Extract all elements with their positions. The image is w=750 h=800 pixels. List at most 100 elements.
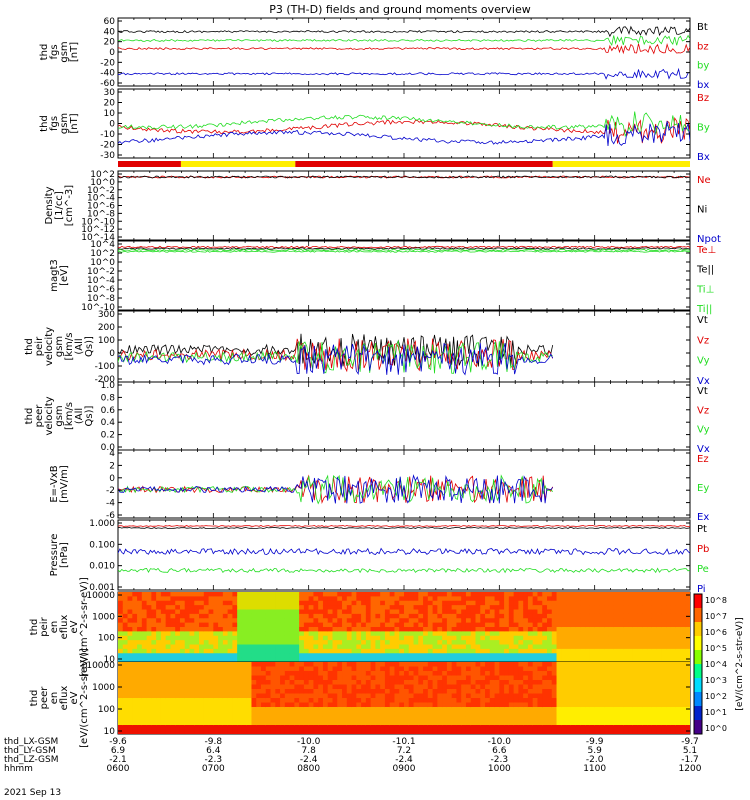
y-tick-label: 0.001 (89, 583, 115, 593)
heatmap-cell (508, 631, 515, 637)
heatmap-cell (413, 711, 419, 717)
heatmap-cell (303, 680, 310, 685)
heatmap-cell (537, 627, 543, 632)
heatmap-cell (389, 622, 395, 628)
heatmap-cell (589, 613, 596, 619)
heatmap-cell (623, 702, 629, 708)
heatmap-cell (246, 729, 252, 734)
heatmap-cell (303, 640, 310, 645)
heatmap-cell (227, 720, 233, 726)
heatmap-cell (222, 640, 229, 645)
heatmap-cell (547, 622, 553, 628)
heatmap-cell (632, 716, 639, 721)
heatmap-cell (651, 684, 658, 690)
heatmap-cell (532, 613, 538, 619)
heatmap-cell (556, 689, 562, 694)
heatmap-cell (561, 613, 567, 619)
heatmap-cell (160, 693, 167, 699)
heatmap-cell (566, 635, 572, 641)
heatmap-cell (475, 711, 481, 717)
y-tick-label: -30 (100, 151, 115, 161)
heatmap-cell (280, 592, 286, 597)
heatmap-cell (570, 653, 577, 659)
heatmap-cell (132, 613, 138, 619)
heatmap-cell (318, 600, 324, 606)
heatmap-cell (346, 627, 353, 632)
heatmap-cell (365, 671, 372, 676)
heatmap-cell (542, 671, 548, 676)
panel-lines (118, 111, 690, 147)
heatmap-cell (365, 648, 372, 654)
heatmap-cell (265, 693, 272, 699)
heatmap-cell (380, 711, 386, 717)
heatmap-cell (456, 671, 462, 676)
heatmap-cell (199, 675, 205, 681)
heatmap-cell (446, 675, 453, 681)
heatmap-cell (151, 711, 157, 717)
heatmap-cell (394, 640, 400, 645)
heatmap-cell (504, 693, 510, 699)
heatmap-cell (580, 666, 586, 672)
heatmap-cell (561, 729, 567, 734)
heatmap-cell (342, 716, 348, 721)
heatmap-cell (284, 648, 291, 654)
heatmap-cell (327, 693, 333, 699)
heatmap-cell (423, 644, 429, 650)
heatmap-cell (489, 684, 496, 690)
heatmap-cell (118, 702, 124, 708)
heatmap-cell (199, 666, 205, 672)
heatmap-cell (218, 657, 224, 662)
heatmap-cell (261, 653, 267, 659)
heatmap-cell (132, 600, 138, 606)
heatmap-cell (137, 653, 143, 659)
heatmap-cell (399, 702, 405, 708)
heatmap-cell (423, 618, 429, 624)
heatmap-cell (651, 711, 658, 717)
heatmap-cell (122, 600, 129, 606)
heatmap-cell (508, 596, 515, 602)
y-tick-label: -2 (106, 486, 115, 496)
heatmap-cell (566, 720, 572, 726)
heatmap-cell (561, 596, 567, 602)
heatmap-cell (408, 702, 415, 708)
heatmap-cell (551, 698, 558, 703)
heatmap-cell (389, 725, 395, 730)
heatmap-cell (670, 648, 677, 654)
heatmap-cell (494, 631, 500, 637)
heatmap-cell (651, 671, 658, 676)
heatmap-cell (556, 635, 562, 641)
heatmap-cell (446, 729, 453, 734)
heatmap-cell (556, 600, 562, 606)
heatmap-cell (251, 662, 257, 667)
heatmap-cell (208, 675, 214, 681)
heatmap-cell (160, 716, 167, 721)
heatmap-cell (670, 729, 677, 734)
heatmap-cell (199, 592, 205, 597)
heatmap-cell (399, 698, 405, 703)
heatmap-cell (523, 707, 529, 712)
heatmap-cell (589, 675, 596, 681)
heatmap-cell (208, 618, 214, 624)
heatmap-cell (327, 684, 333, 690)
heatmap-cell (618, 666, 624, 672)
heatmap-cell (184, 711, 190, 717)
heatmap-cell (270, 609, 276, 615)
heatmap-cell (628, 711, 634, 717)
heatmap-cell (222, 657, 229, 662)
heatmap-cell (513, 720, 519, 726)
heatmap-cell (342, 600, 348, 606)
heatmap-cell (485, 729, 491, 734)
heatmap-cell (604, 702, 610, 708)
heatmap-cell (523, 635, 529, 641)
heatmap-cell (313, 711, 319, 717)
heatmap-cell (604, 622, 610, 628)
heatmap-cell (384, 671, 391, 676)
heatmap-cell (670, 711, 677, 717)
heatmap-cell (122, 635, 129, 641)
legend-entry: Ti|| (696, 304, 712, 315)
heatmap-cell (556, 720, 562, 726)
heatmap-cell (461, 662, 467, 667)
heatmap-cell (156, 675, 162, 681)
heatmap-cell (308, 622, 314, 628)
heatmap-cell (208, 640, 214, 645)
